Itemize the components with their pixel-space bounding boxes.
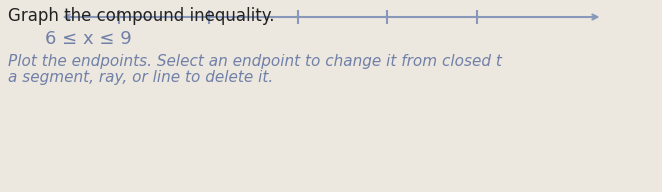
Text: a segment, ray, or line to delete it.: a segment, ray, or line to delete it. (8, 70, 273, 85)
Text: Graph the compound inequality.: Graph the compound inequality. (8, 7, 275, 25)
Text: Plot the endpoints. Select an endpoint to change it from closed t: Plot the endpoints. Select an endpoint t… (8, 54, 502, 69)
Text: 6 ≤ x ≤ 9: 6 ≤ x ≤ 9 (45, 30, 132, 48)
